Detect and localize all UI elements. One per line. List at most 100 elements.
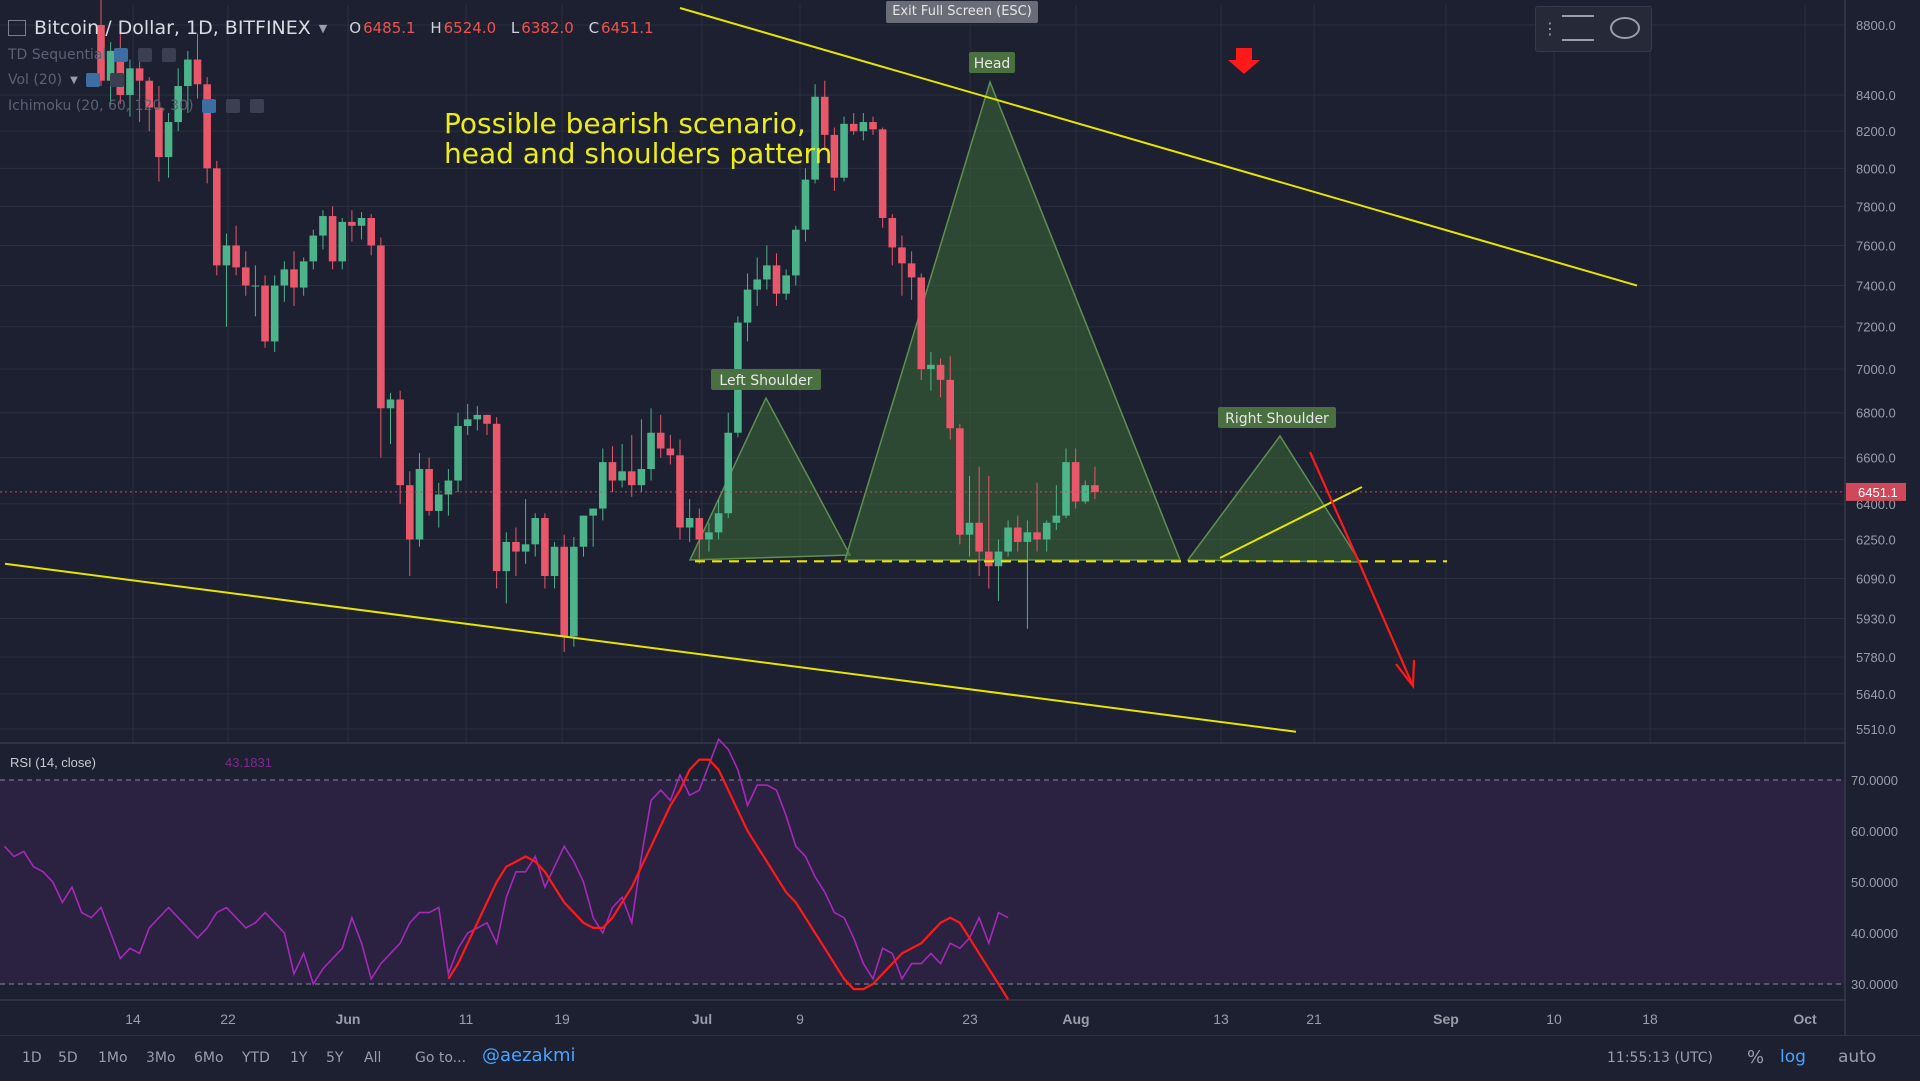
candle [222, 233, 231, 327]
indicator-legend-vol[interactable]: Vol (20) ▼ [8, 72, 126, 88]
rsi-value: 43.1831 [225, 755, 272, 770]
line-style-icon[interactable] [1562, 15, 1594, 41]
price-tick-label: 7000.0 [1856, 362, 1896, 377]
visibility-icon[interactable] [201, 99, 216, 113]
time-tick-label: Jul [692, 1011, 712, 1027]
rsi-tick-label: 30.0000 [1851, 977, 1898, 992]
collapse-icon[interactable] [8, 20, 26, 36]
close-icon[interactable] [249, 99, 264, 113]
visibility-icon[interactable] [114, 48, 129, 62]
candle-body [946, 379, 954, 429]
current-price-tag [1846, 482, 1906, 501]
candle-body [97, 25, 105, 81]
candle [492, 417, 501, 589]
candle [579, 515, 588, 557]
candle-body [241, 267, 250, 286]
candle-body [531, 518, 540, 545]
ohlc-label: O [349, 19, 362, 37]
auto-button[interactable]: auto [1838, 1047, 1877, 1067]
range-button[interactable]: 6Mo [194, 1050, 224, 1066]
author-label: @aezakmi [482, 1045, 576, 1066]
range-button[interactable]: YTD [242, 1050, 270, 1066]
goto-button[interactable]: Go to... [415, 1050, 467, 1066]
candle-body [328, 216, 337, 262]
symbol-title[interactable]: Bitcoin / Dollar, 1D, BITFINEX [34, 17, 311, 39]
exit-fullscreen-button[interactable]: Exit Full Screen (ESC) [886, 1, 1038, 23]
indicator-legend-td[interactable]: TD Sequential [8, 47, 178, 63]
candle [261, 275, 269, 348]
time-tick-label: Jun [336, 1011, 361, 1027]
candle [666, 434, 675, 465]
range-button[interactable]: 1Mo [98, 1050, 128, 1066]
price-tick-label: 5780.0 [1856, 650, 1896, 665]
pattern-label: Left Shoulder [719, 373, 812, 389]
range-button[interactable]: 3Mo [146, 1050, 176, 1066]
log-button[interactable]: log [1780, 1047, 1806, 1067]
candle [1013, 515, 1022, 552]
candle [1042, 520, 1051, 552]
candle-body [434, 494, 443, 511]
candle [1062, 448, 1070, 519]
candle-body [975, 522, 983, 552]
candle-body [714, 513, 723, 533]
candle-body [502, 541, 511, 572]
range-button[interactable]: 1D [22, 1050, 42, 1066]
chevron-down-icon[interactable]: ▼ [318, 21, 328, 35]
candle [1091, 466, 1099, 500]
indicator-legend-ichimoku[interactable]: Ichimoku (20, 60, 120, 30) [8, 98, 266, 114]
candle-body [290, 269, 298, 288]
candle-body [338, 221, 347, 262]
shape-icon[interactable] [1610, 17, 1640, 39]
right-shoulder-support [1219, 486, 1363, 559]
pattern-label-box [969, 52, 1015, 73]
drag-handle-icon[interactable]: ⋮ [1542, 19, 1558, 38]
candle-body [367, 217, 375, 246]
visibility-icon[interactable] [85, 73, 100, 87]
settings-icon[interactable] [138, 48, 153, 62]
ohlc-value: 6382.0 [521, 19, 574, 37]
time-tick-label: 19 [554, 1011, 570, 1027]
time-tick-label: Aug [1062, 1011, 1089, 1027]
time-tick-label: 11 [459, 1011, 474, 1027]
rsi-tick-label: 50.0000 [1851, 875, 1898, 890]
candle [840, 116, 848, 182]
candle [377, 237, 385, 458]
candle-body [956, 428, 964, 535]
candle [531, 513, 540, 557]
candle-body [444, 480, 453, 495]
pattern-label-box [1218, 407, 1336, 428]
upper-trendline [679, 7, 1638, 287]
candle [290, 251, 298, 307]
candle [425, 457, 433, 516]
candle [241, 251, 250, 296]
candle [927, 352, 935, 391]
chevron-down-icon[interactable]: ▼ [70, 74, 78, 86]
candle-body [232, 245, 240, 268]
price-tick-label: 6800.0 [1856, 406, 1896, 421]
candle [627, 434, 636, 497]
price-tick-label: 6090.0 [1856, 572, 1896, 587]
candle [772, 253, 781, 307]
candle-body [203, 84, 211, 169]
indicator-label: Ichimoku (20, 60, 120, 30) [8, 98, 194, 114]
candle-body [579, 515, 588, 547]
range-button[interactable]: 5D [58, 1050, 78, 1066]
price-axis-bg [1845, 0, 1920, 1035]
percent-button[interactable]: % [1747, 1047, 1765, 1068]
range-button[interactable]: 5Y [326, 1050, 344, 1066]
range-button[interactable]: All [364, 1050, 382, 1066]
close-icon[interactable] [109, 73, 124, 87]
candle-body [512, 541, 520, 552]
close-icon[interactable] [162, 48, 177, 62]
candle-body [1091, 485, 1099, 493]
candle [357, 212, 366, 240]
candle-body [647, 432, 655, 470]
range-button[interactable]: 1Y [290, 1050, 308, 1066]
candle [965, 475, 974, 557]
settings-icon[interactable] [225, 99, 240, 113]
drawing-toolbox: ⋮ [1535, 6, 1652, 52]
candle [309, 229, 318, 270]
candle [415, 453, 424, 547]
rsi-tick-label: 60.0000 [1851, 824, 1898, 839]
